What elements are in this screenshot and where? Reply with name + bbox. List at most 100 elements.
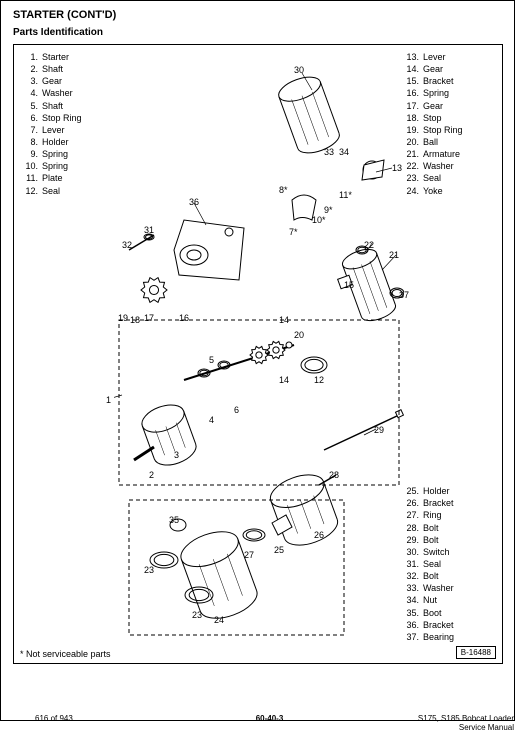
- parts-row: 5.Shaft: [20, 100, 115, 112]
- parts-row: 4.Washer: [20, 87, 115, 99]
- parts-number: 26.: [401, 497, 423, 509]
- parts-label: Lever: [42, 124, 115, 136]
- callout-number: 12: [314, 375, 324, 385]
- callout-number: 34: [339, 147, 349, 157]
- parts-number: 25.: [401, 485, 423, 497]
- parts-label: Spring: [42, 148, 115, 160]
- parts-number: 33.: [401, 582, 423, 594]
- parts-label: Gear: [42, 75, 115, 87]
- parts-number: 36.: [401, 619, 423, 631]
- footer-manual: S175, S185 Bobcat Loader Service Manual: [418, 714, 514, 732]
- parts-number: 1.: [20, 51, 42, 63]
- parts-label: Holder: [423, 485, 496, 497]
- exploded-diagram: [114, 55, 404, 645]
- footnote-text: * Not serviceable parts: [20, 649, 111, 659]
- parts-label: Bracket: [423, 497, 496, 509]
- callout-number: 37: [399, 290, 409, 300]
- parts-number: 2.: [20, 63, 42, 75]
- parts-label: Boot: [423, 607, 496, 619]
- parts-label: Seal: [423, 172, 496, 184]
- parts-row: 36.Bracket: [401, 619, 496, 631]
- parts-row: 12.Seal: [20, 185, 115, 197]
- page-subtitle: Parts Identification: [13, 27, 502, 38]
- parts-label: Holder: [42, 136, 115, 148]
- parts-number: 37.: [401, 631, 423, 643]
- parts-number: 18.: [401, 112, 423, 124]
- parts-number: 34.: [401, 594, 423, 606]
- parts-row: 9.Spring: [20, 148, 115, 160]
- parts-row: 32.Bolt: [401, 570, 496, 582]
- parts-row: 8.Holder: [20, 136, 115, 148]
- parts-number: 5.: [20, 100, 42, 112]
- parts-row: 14.Gear: [401, 63, 496, 75]
- parts-number: 27.: [401, 509, 423, 521]
- parts-row: 16.Spring: [401, 87, 496, 99]
- parts-label: Gear: [423, 100, 496, 112]
- parts-number: 32.: [401, 570, 423, 582]
- parts-number: 24.: [401, 185, 423, 197]
- callout-number: 5: [209, 355, 214, 365]
- parts-number: 11.: [20, 172, 42, 184]
- diagram-frame: 1.Starter2.Shaft3.Gear4.Washer5.Shaft6.S…: [13, 44, 503, 664]
- parts-number: 6.: [20, 112, 42, 124]
- parts-list-topright: 13.Lever14.Gear15.Bracket16.Spring17.Gea…: [401, 51, 496, 197]
- parts-row: 20.Ball: [401, 136, 496, 148]
- parts-label: Bracket: [423, 75, 496, 87]
- callout-number: 20: [294, 330, 304, 340]
- parts-row: 17.Gear: [401, 100, 496, 112]
- parts-label: Washer: [423, 582, 496, 594]
- parts-row: 23.Seal: [401, 172, 496, 184]
- parts-number: 28.: [401, 522, 423, 534]
- parts-label: Switch: [423, 546, 496, 558]
- parts-label: Stop Ring: [423, 124, 496, 136]
- parts-label: Bracket: [423, 619, 496, 631]
- callout-number: 1: [106, 395, 111, 405]
- parts-row: 19.Stop Ring: [401, 124, 496, 136]
- parts-number: 10.: [20, 160, 42, 172]
- parts-row: 10.Spring: [20, 160, 115, 172]
- callout-number: 4: [209, 415, 214, 425]
- drawing-code: B-16488: [456, 646, 496, 659]
- parts-label: Shaft: [42, 63, 115, 75]
- parts-row: 28.Bolt: [401, 522, 496, 534]
- diagram-svg-area: 303334138*11*9*10*7*36313216191817222115…: [114, 55, 404, 645]
- parts-number: 4.: [20, 87, 42, 99]
- parts-label: Yoke: [423, 185, 496, 197]
- parts-label: Shaft: [42, 100, 115, 112]
- parts-row: 35.Boot: [401, 607, 496, 619]
- parts-label: Spring: [423, 87, 496, 99]
- parts-row: 27.Ring: [401, 509, 496, 521]
- parts-number: 20.: [401, 136, 423, 148]
- parts-number: 15.: [401, 75, 423, 87]
- parts-row: 2.Shaft: [20, 63, 115, 75]
- callout-number: 28: [329, 470, 339, 480]
- parts-row: 11.Plate: [20, 172, 115, 184]
- parts-list-bottomright: 25.Holder26.Bracket27.Ring28.Bolt29.Bolt…: [401, 485, 496, 643]
- callout-number: 32: [122, 240, 132, 250]
- page-title: STARTER (CONT'D): [13, 9, 502, 21]
- callout-number: 24: [214, 615, 224, 625]
- parts-row: 15.Bracket: [401, 75, 496, 87]
- parts-row: 33.Washer: [401, 582, 496, 594]
- parts-label: Stop: [423, 112, 496, 124]
- parts-number: 16.: [401, 87, 423, 99]
- parts-label: Lever: [423, 51, 496, 63]
- callout-number: 17: [144, 313, 154, 323]
- parts-label: Seal: [423, 558, 496, 570]
- parts-number: 12.: [20, 185, 42, 197]
- callout-number: 33: [324, 147, 334, 157]
- parts-label: Ring: [423, 509, 496, 521]
- parts-row: 26.Bracket: [401, 497, 496, 509]
- parts-row: 6.Stop Ring: [20, 112, 115, 124]
- parts-row: 25.Holder: [401, 485, 496, 497]
- callout-number: 16: [179, 313, 189, 323]
- parts-number: 14.: [401, 63, 423, 75]
- parts-label: Bolt: [423, 522, 496, 534]
- parts-label: Washer: [42, 87, 115, 99]
- parts-row: 7.Lever: [20, 124, 115, 136]
- callout-number: 35: [169, 515, 179, 525]
- parts-row: 13.Lever: [401, 51, 496, 63]
- parts-number: 3.: [20, 75, 42, 87]
- callout-number: 14: [279, 375, 289, 385]
- callout-number: 2: [149, 470, 154, 480]
